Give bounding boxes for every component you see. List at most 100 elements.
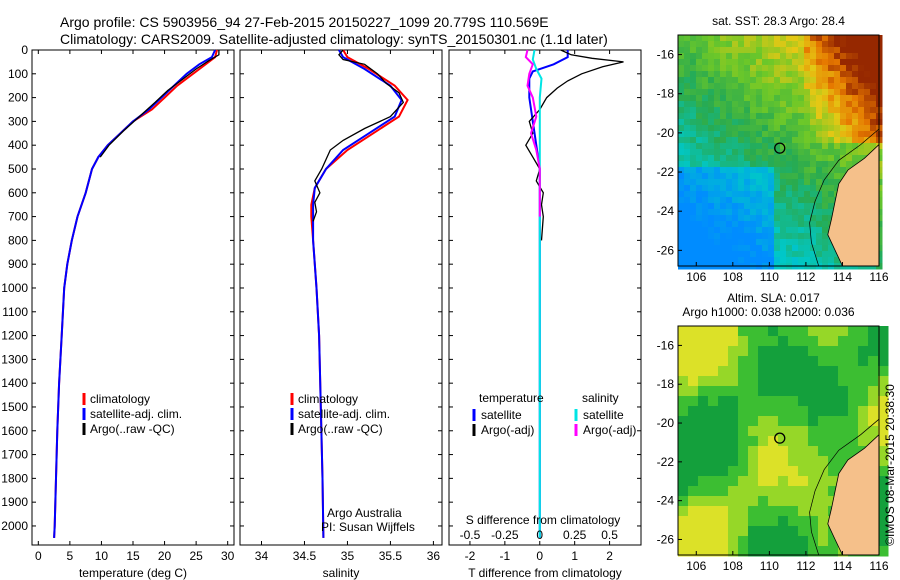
map-cell [762,101,769,108]
map-cell [690,185,697,192]
y-tick-label: -18 [657,377,675,391]
map-cell [816,59,823,66]
map-cell [834,167,841,174]
map-cell [728,406,739,417]
map-cell [678,221,685,228]
map-cell [698,436,709,447]
map-cell [780,155,787,162]
map-cell [750,137,757,144]
map-cell [756,197,763,204]
annotation-line: PI: Susan Wijffels [321,520,415,534]
map-cell [798,516,809,527]
map-cell [768,149,775,156]
sla-map-panel: 106 108 110 112 114 116-16-18-20-22-24-26Alti… [657,291,889,573]
map-cell [678,41,685,48]
map-cell [678,227,685,234]
map-cell [714,137,721,144]
series-line-s-argo-adj- [524,49,541,217]
map-cell [738,506,749,517]
map-cell [698,466,709,477]
map-cell [756,71,763,78]
map-cell [744,137,751,144]
map-cell [768,446,779,457]
map-cell [804,149,811,156]
map-cell [684,167,691,174]
figure-title-line1: Argo profile: CS 5903956_94 27-Feb-2015 … [60,14,549,30]
map-cell [702,95,709,102]
map-cell [690,167,697,174]
map-cell [786,197,793,204]
s-tick-label: 0.5 [601,528,618,542]
y-tick-label: 700 [8,210,28,224]
map-cell [714,119,721,126]
map-cell [852,143,859,150]
map-cell [858,143,865,150]
map-cell [744,191,751,198]
map-cell [818,406,829,417]
map-cell [868,416,879,427]
map-cell [702,65,709,72]
map-cell [756,161,763,168]
map-cell [708,71,715,78]
map-cell [750,191,757,198]
map-cell [728,466,739,477]
map-cell [720,65,727,72]
x-tick-label: 34 [255,549,269,563]
map-cell [718,426,729,437]
map-cell [708,131,715,138]
map-cell [684,119,691,126]
map-cell [708,356,719,367]
map-cell [810,101,817,108]
map-cell [718,416,729,427]
map-cell [810,119,817,126]
map-cell [708,191,715,198]
map-cell [828,89,835,96]
map-cell [828,426,839,437]
map-cell [804,137,811,144]
map-cell [748,406,759,417]
map-cell [780,47,787,54]
map-cell [714,203,721,210]
map-cell [758,396,769,407]
map-cell [738,119,745,126]
map-cell [684,89,691,96]
map-cell [744,65,751,72]
map-cell [702,125,709,132]
map-cell [840,65,847,72]
map-cell [708,366,719,377]
map-cell [744,77,751,84]
map-cell [718,476,729,487]
map-cell [756,65,763,72]
map-cell [758,506,769,517]
map-cell [858,71,865,78]
map-cell [690,95,697,102]
map-cell [786,47,793,54]
map-cell [804,197,811,204]
map-cell [748,536,759,547]
map-cell [788,436,799,447]
y-tick-label: 1100 [2,305,28,319]
map-cell [720,119,727,126]
map-cell [816,227,823,234]
x-axis-label-top: S difference from climatology [466,513,621,527]
map-cell [786,185,793,192]
x-tick-label: 116 [869,270,888,284]
map-cell [798,416,809,427]
map-cell [726,149,733,156]
map-cell [732,77,739,84]
map-cell [702,53,709,60]
map-cell [756,149,763,156]
map-cell [738,89,745,96]
map-cell [728,346,739,357]
map-cell [810,227,817,234]
map-cell [768,107,775,114]
map-cell [774,41,781,48]
map-cell [684,137,691,144]
map-cell [708,251,715,258]
map-cell [808,526,819,537]
map-cell [852,155,859,162]
map-cell [708,239,715,246]
y-tick-label: -22 [657,165,675,179]
map-cell [840,113,847,120]
map-cell [828,185,835,192]
